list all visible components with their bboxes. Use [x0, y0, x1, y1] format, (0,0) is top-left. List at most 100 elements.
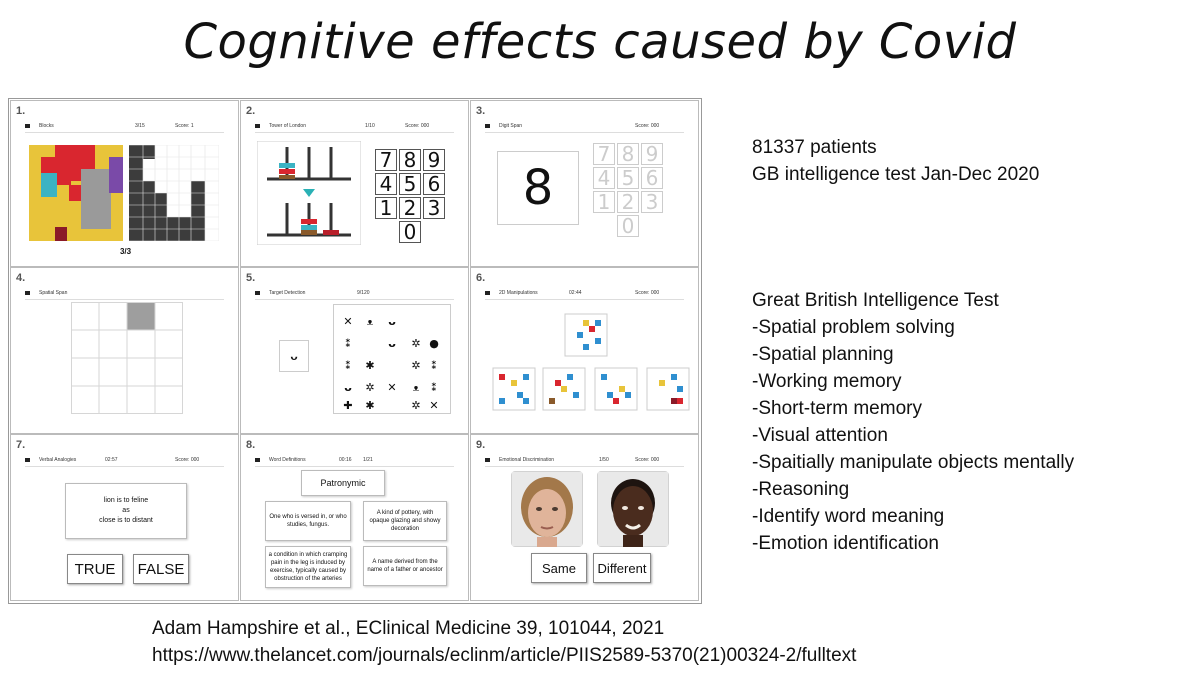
analogy-line: as	[122, 507, 130, 514]
panel-header: Digit Span Score: 000	[485, 123, 684, 133]
panel-header: Emotional Discrimination 1/50 Score: 000	[485, 457, 684, 467]
definition-option-2[interactable]: A kind of pottery, with opaque glazing a…	[363, 501, 447, 541]
blocks-puzzle	[29, 145, 219, 241]
svg-text:✲: ✲	[365, 381, 374, 394]
keypad: 7 8 9 4 5 6 1 2 3 0	[375, 148, 445, 244]
key[interactable]: 7	[593, 142, 615, 166]
different-button[interactable]: Different	[593, 553, 651, 583]
key[interactable]: 1	[375, 196, 397, 220]
domain-item: -Spaitially manipulate objects mentally	[752, 452, 1075, 473]
analogy-line: close is to distant	[99, 517, 153, 524]
spatial-grid	[71, 302, 183, 414]
svg-text:●: ●	[429, 337, 439, 350]
panel-blocks: 1. Blocks 3/15 Score: 1	[10, 100, 239, 267]
test-progress: 1/10	[365, 123, 375, 129]
key[interactable]: 9	[423, 148, 445, 172]
svg-text:⁑: ⁑	[345, 359, 351, 372]
panel-header: Tower of London 1/10 Score: 000	[255, 123, 454, 133]
test-period: GB intelligence test Jan-Dec 2020	[752, 164, 1040, 185]
svg-text:✱: ✱	[365, 359, 374, 372]
key[interactable]: 4	[375, 172, 397, 196]
test-score: Score: 000	[175, 457, 200, 463]
panel-header: Spatial Span	[25, 290, 224, 300]
rotation-grids	[492, 313, 690, 411]
speaker-icon	[255, 124, 260, 128]
false-button[interactable]: FALSE	[133, 554, 189, 584]
key[interactable]: 6	[423, 172, 445, 196]
test-name: Word Definitions	[269, 457, 306, 463]
panel-header: Target Detection 9/120	[255, 290, 454, 300]
panel-number: 1.	[16, 105, 26, 117]
panel-verbal-analogies: 7. Verbal Analogies 02:57 Score: 000 lio…	[10, 434, 239, 601]
patient-count: 81337 patients	[752, 137, 877, 158]
key[interactable]: 0	[617, 214, 639, 238]
svg-text:ᴥ: ᴥ	[367, 315, 373, 328]
svg-text:✲: ✲	[411, 359, 420, 372]
key[interactable]: 9	[641, 142, 663, 166]
true-button[interactable]: TRUE	[67, 554, 123, 584]
key[interactable]: 8	[399, 148, 421, 172]
analogy-line: lion is to feline	[103, 497, 149, 504]
symbol-field: ✕ ᴥ ᴗ ⁑ ᴗ ✲ ● ⁑ ✱ ✲ ⁑ ᴗ ✲ ✕ ᴥ ⁑ ✚ ✱ ✲ ✕	[333, 304, 451, 414]
test-name: Emotional Discrimination	[499, 457, 555, 463]
test-progress: 1/50	[599, 457, 609, 463]
key[interactable]: 6	[641, 166, 663, 190]
svg-text:✕: ✕	[387, 381, 396, 394]
svg-text:⁑: ⁑	[431, 381, 437, 394]
key[interactable]: 0	[399, 220, 421, 244]
panel-tower-of-london: 2. Tower of London 1/10 Score: 000	[240, 100, 469, 267]
key[interactable]: 5	[399, 172, 421, 196]
target-word: Patronymic	[301, 470, 385, 496]
analogy-card: lion is to feline as close is to distant	[65, 483, 187, 539]
panel-number: 7.	[16, 439, 26, 451]
panel-number: 6.	[476, 272, 486, 284]
key[interactable]: 3	[423, 196, 445, 220]
panel-spatial-span: 4. Spatial Span	[10, 267, 239, 434]
domain-item: -Reasoning	[752, 479, 850, 500]
speaker-icon	[485, 291, 490, 295]
blocks-footer: 3/3	[119, 247, 132, 256]
definition-option-4[interactable]: A name derived from the name of a father…	[363, 546, 447, 586]
face-image-left	[511, 471, 583, 547]
test-screenshots-grid: 1. Blocks 3/15 Score: 1	[8, 98, 702, 604]
test-progress: 1/21	[363, 457, 373, 463]
blocks-grid-lines	[129, 145, 219, 241]
test-score: Score: 000	[635, 457, 660, 463]
blocks-target-shape	[29, 145, 123, 241]
svg-text:✲: ✲	[411, 399, 420, 412]
panel-digit-span: 3. Digit Span Score: 000 8 7 8 9 4 5 6 1…	[470, 100, 699, 267]
key[interactable]: 7	[375, 148, 397, 172]
key[interactable]: 1	[593, 190, 615, 214]
test-progress: 3/15	[135, 123, 145, 129]
svg-text:ᴗ: ᴗ	[388, 337, 396, 350]
svg-text:✱: ✱	[365, 399, 374, 412]
key[interactable]: 2	[399, 196, 421, 220]
speaker-icon	[255, 458, 260, 462]
panel-number: 3.	[476, 105, 486, 117]
definition-option-1[interactable]: One who is versed in, or who studies, fu…	[265, 501, 351, 541]
key[interactable]: 5	[617, 166, 639, 190]
key[interactable]: 8	[617, 142, 639, 166]
speaker-icon	[25, 458, 30, 462]
key[interactable]: 4	[593, 166, 615, 190]
domain-list: Great British Intelligence Test -Spatial…	[752, 287, 1074, 557]
citation-authors: Adam Hampshire et al., EClinical Medicin…	[152, 618, 665, 639]
panel-number: 5.	[246, 272, 256, 284]
same-button[interactable]: Same	[531, 553, 587, 583]
domain-item: -Spatial problem solving	[752, 317, 955, 338]
test-name: Spatial Span	[39, 290, 68, 296]
test-name: Target Detection	[269, 290, 306, 296]
domain-item: -Short-term memory	[752, 398, 922, 419]
tower-diagram	[257, 141, 361, 245]
option-grid-2	[542, 367, 586, 411]
panel-header: 2D Manipulations 02:44 Score: 000	[485, 290, 684, 300]
speaker-icon	[25, 124, 30, 128]
definition-option-3[interactable]: a condition in which cramping pain in th…	[265, 546, 351, 588]
key[interactable]: 3	[641, 190, 663, 214]
citation-url[interactable]: https://www.thelancet.com/journals/eclin…	[152, 645, 857, 666]
svg-text:✕: ✕	[343, 315, 352, 328]
test-score: Score: 000	[635, 123, 660, 129]
key[interactable]: 2	[617, 190, 639, 214]
test-score: Score: 000	[635, 290, 660, 296]
test-name: Blocks	[39, 123, 54, 129]
